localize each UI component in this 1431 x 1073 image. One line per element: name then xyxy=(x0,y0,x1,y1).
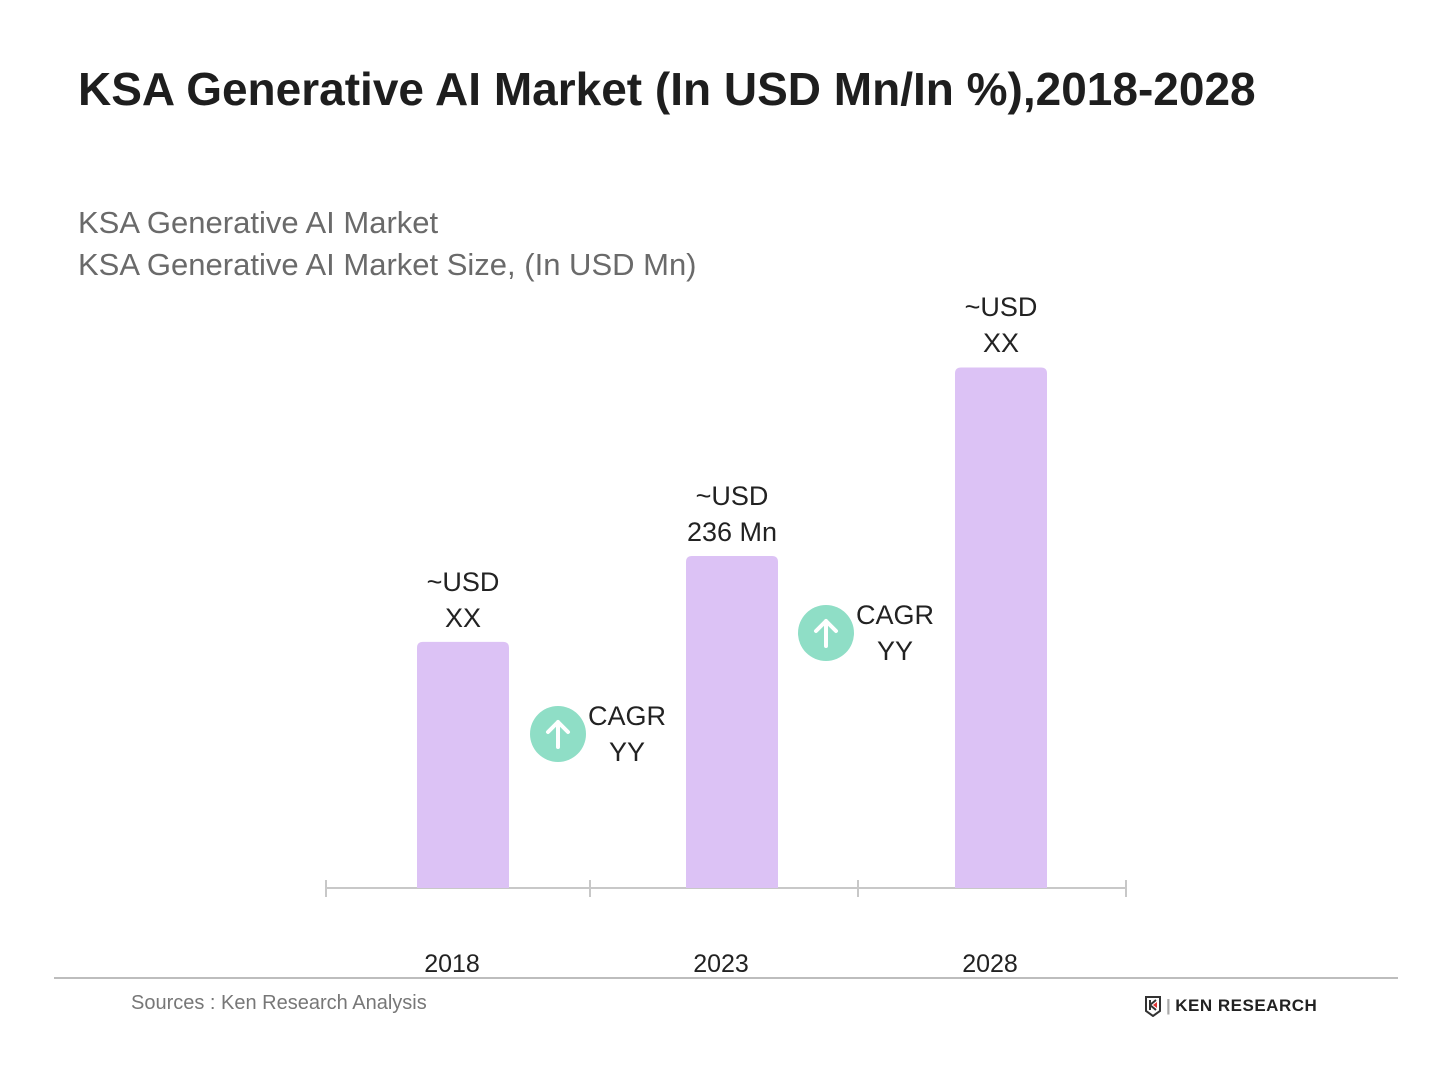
bar-2028 xyxy=(955,367,1047,888)
cagr-indicator: CAGR YY xyxy=(798,597,934,669)
x-tick-label: 2023 xyxy=(693,950,749,978)
footer-divider xyxy=(54,977,1398,979)
chart-subtitle: KSA Generative AI Market xyxy=(78,205,439,240)
source-note: Sources : Ken Research Analysis xyxy=(131,992,427,1014)
chart-subtitle-2: KSA Generative AI Market Size, (In USD M… xyxy=(78,247,697,282)
data-label-line: ~USD xyxy=(426,566,500,597)
cagr-value: YY xyxy=(876,636,914,666)
cagr-label: CAGR xyxy=(588,701,667,731)
cagr-label: CAGR xyxy=(856,600,935,630)
ken-logo-icon xyxy=(1145,996,1161,1017)
x-tick-label: 2028 xyxy=(962,950,1018,978)
chart-title: KSA Generative AI Market (In USD Mn/In %… xyxy=(78,63,1256,115)
data-label: ~USD XX xyxy=(383,564,543,636)
data-label-line: XX xyxy=(982,328,1020,359)
cagr-value: YY xyxy=(608,737,646,767)
logo-text: KEN RESEARCH xyxy=(1175,996,1318,1015)
cagr-indicator: CAGR YY xyxy=(530,698,666,770)
ken-research-logo: | KEN RESEARCH xyxy=(1144,995,1317,1017)
bar-2023 xyxy=(686,556,778,888)
data-label-line: ~USD xyxy=(695,481,769,511)
arrow-up-icon xyxy=(798,605,854,661)
bar-2018 xyxy=(417,641,509,888)
data-label-line: XX xyxy=(444,602,482,633)
x-tick-label: 2018 xyxy=(424,950,480,978)
data-label-line: 236 Mn xyxy=(686,517,778,547)
arrow-up-icon xyxy=(530,706,586,762)
data-label: ~USD XX xyxy=(921,289,1081,361)
data-label: ~USD 236 Mn xyxy=(652,478,812,550)
data-label-line: ~USD xyxy=(964,292,1038,323)
